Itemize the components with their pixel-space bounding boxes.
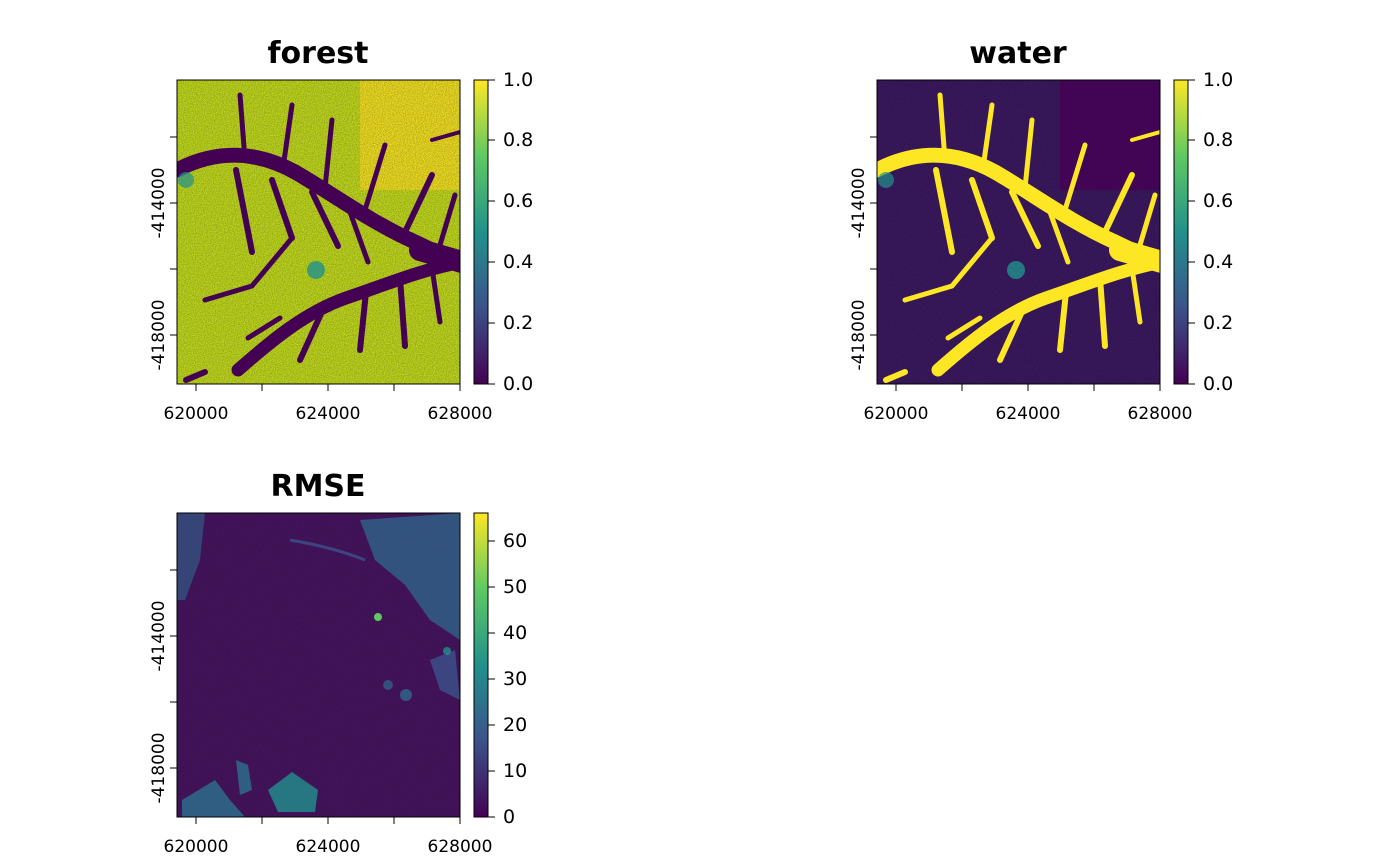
raster-forest — [177, 80, 460, 384]
raster-water — [877, 80, 1160, 384]
colorbar-tick: 0.0 — [503, 373, 533, 395]
colorbar-tick: 0.2 — [503, 312, 533, 334]
y-tick-label: -414000 — [149, 167, 169, 238]
x-tick-label: 628000 — [1128, 404, 1193, 424]
panel-title-water: water — [969, 36, 1067, 71]
x-tick-label: 628000 — [428, 404, 493, 424]
x-tick-label: 628000 — [428, 837, 493, 857]
colorbar-rmse: 0 10 20 30 40 50 60 — [473, 512, 527, 828]
y-tick-label: -418000 — [849, 299, 869, 370]
y-axis-rmse — [170, 569, 177, 769]
panel-water: water — [849, 36, 1233, 424]
panel-title-forest: forest — [267, 36, 368, 71]
panel-forest: forest — [149, 36, 533, 424]
panel-rmse: RMSE 620000 624000 628000 — [149, 469, 527, 857]
colorbar-tick: 20 — [503, 714, 527, 736]
colorbar-tick: 1.0 — [1203, 69, 1233, 91]
raster-rmse — [177, 513, 460, 817]
colorbar-tick: 0.8 — [1203, 129, 1233, 151]
colorbar-water: 0.0 0.2 0.4 0.6 0.8 1.0 — [1173, 69, 1233, 395]
x-tick-label: 624000 — [296, 837, 361, 857]
x-axis-forest — [195, 384, 461, 391]
colorbar-tick: 0 — [503, 806, 515, 828]
x-axis-rmse — [195, 817, 461, 824]
x-tick-label: 624000 — [996, 404, 1061, 424]
y-tick-label: -418000 — [149, 299, 169, 370]
x-tick-label: 620000 — [164, 404, 229, 424]
y-tick-label: -414000 — [149, 600, 169, 671]
y-tick-label: -414000 — [849, 167, 869, 238]
x-tick-label: 620000 — [164, 837, 229, 857]
colorbar-tick: 10 — [503, 760, 527, 782]
y-tick-label: -418000 — [149, 732, 169, 803]
y-axis-forest — [170, 136, 177, 336]
colorbar-tick: 1.0 — [503, 69, 533, 91]
y-axis-water — [870, 136, 877, 336]
colorbar-tick: 0.4 — [1203, 251, 1233, 273]
panel-title-rmse: RMSE — [270, 469, 365, 504]
colorbar-tick: 40 — [503, 622, 527, 644]
colorbar-tick: 0.8 — [503, 129, 533, 151]
x-axis-water — [895, 384, 1161, 391]
colorbar-forest: 0.0 0.2 0.4 0.6 0.8 1.0 — [473, 69, 533, 395]
colorbar-tick: 60 — [503, 530, 527, 552]
colorbar-tick: 0.0 — [1203, 373, 1233, 395]
colorbar-tick: 0.2 — [1203, 312, 1233, 334]
colorbar-tick: 0.6 — [503, 190, 533, 212]
colorbar-tick: 0.4 — [503, 251, 533, 273]
colorbar-tick: 50 — [503, 576, 527, 598]
colorbar-tick: 30 — [503, 668, 527, 690]
x-tick-label: 620000 — [864, 404, 929, 424]
x-tick-label: 624000 — [296, 404, 361, 424]
colorbar-tick: 0.6 — [1203, 190, 1233, 212]
